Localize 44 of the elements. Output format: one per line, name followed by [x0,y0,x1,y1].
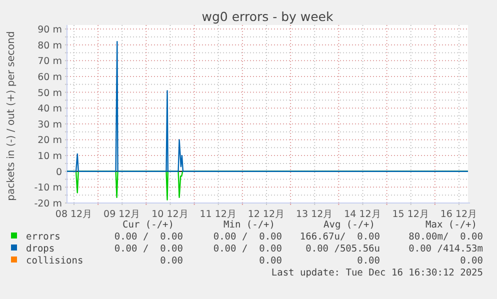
y-tick-label: 80 m [38,40,62,52]
text: Avg (-/+) [324,220,375,230]
y-tick-label: 70 m [38,56,62,68]
text: 0.00 [259,256,282,266]
y-axis-title: packets in (-) / out (+) per second [6,31,17,201]
y-tick-label: 40 m [38,104,62,115]
y-tick-label: 10 m [38,151,62,162]
legend-label: drops [26,244,55,254]
y-tick-label: 90 m [38,24,62,36]
x-tick-label: 13 12月 [296,209,334,220]
text: Cur (-/+) [122,220,174,230]
y-tick-label: 30 m [38,119,62,130]
text: Max (-/+) [426,220,477,230]
x-tick-label: 12 12月 [248,209,286,220]
y-tick-label: 50 m [38,88,62,99]
x-tick-label: 16 12月 [440,209,478,220]
x-tick-label: 09 12月 [104,209,141,220]
y-tick-label: -20 m [34,198,62,210]
text: 0.00 [357,256,380,266]
text: 80.00m/ 0.00 [408,232,484,242]
legend-label: collisions [26,256,84,266]
text: 0.00 [460,256,484,266]
x-tick-label: 11 12月 [200,209,237,220]
text: Min (-/+) [224,220,275,230]
x-tick-label: 08 12月 [55,209,93,220]
text: 0.00 / 0.00 [213,232,282,242]
text: 0.00 / 0.00 [114,232,184,242]
text: Last update: Tue Dec 16 16:30:12 2025 [271,268,483,278]
text: 0.00 / 0.00 [213,244,282,254]
x-tick-label: 14 12月 [344,209,382,220]
text: 0.00 [160,256,184,266]
text: 0.00 /414.53m [408,244,484,254]
y-tick-label: -10 m [34,182,62,194]
text: 166.67u/ 0.00 [300,232,380,242]
y-tick-label: 60 m [38,72,62,83]
y-tick-label: 0 [56,166,62,178]
x-tick-label: 15 12月 [392,209,430,220]
y-tick-label: 20 m [38,135,62,146]
text: 0.00 /505.56u [306,244,380,254]
legend-label: errors [26,232,60,242]
chart-title: wg0 errors - by week [202,9,334,24]
x-tick-label: 10 12月 [152,209,189,220]
text: 0.00 / 0.00 [114,244,184,254]
line-series [66,41,469,172]
